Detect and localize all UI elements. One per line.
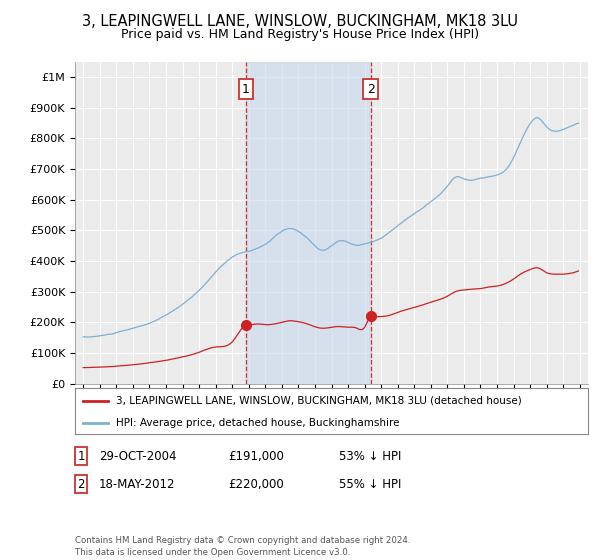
Text: HPI: Average price, detached house, Buckinghamshire: HPI: Average price, detached house, Buck… [116,418,400,427]
Bar [246,62,371,384]
Text: £191,000: £191,000 [228,450,284,463]
Text: 3, LEAPINGWELL LANE, WINSLOW, BUCKINGHAM, MK18 3LU (detached house): 3, LEAPINGWELL LANE, WINSLOW, BUCKINGHAM… [116,396,522,406]
Text: 2: 2 [77,478,85,491]
Text: 53% ↓ HPI: 53% ↓ HPI [339,450,401,463]
Text: 3, LEAPINGWELL LANE, WINSLOW, BUCKINGHAM, MK18 3LU: 3, LEAPINGWELL LANE, WINSLOW, BUCKINGHAM… [82,14,518,29]
Text: 1: 1 [77,450,85,463]
Text: Contains HM Land Registry data © Crown copyright and database right 2024.
This d: Contains HM Land Registry data © Crown c… [75,536,410,557]
Text: 18-MAY-2012: 18-MAY-2012 [99,478,176,491]
Text: 29-OCT-2004: 29-OCT-2004 [99,450,176,463]
Text: Price paid vs. HM Land Registry's House Price Index (HPI): Price paid vs. HM Land Registry's House … [121,28,479,41]
Text: 55% ↓ HPI: 55% ↓ HPI [339,478,401,491]
Text: 2: 2 [367,83,375,96]
Text: 1: 1 [242,83,250,96]
Text: £220,000: £220,000 [228,478,284,491]
